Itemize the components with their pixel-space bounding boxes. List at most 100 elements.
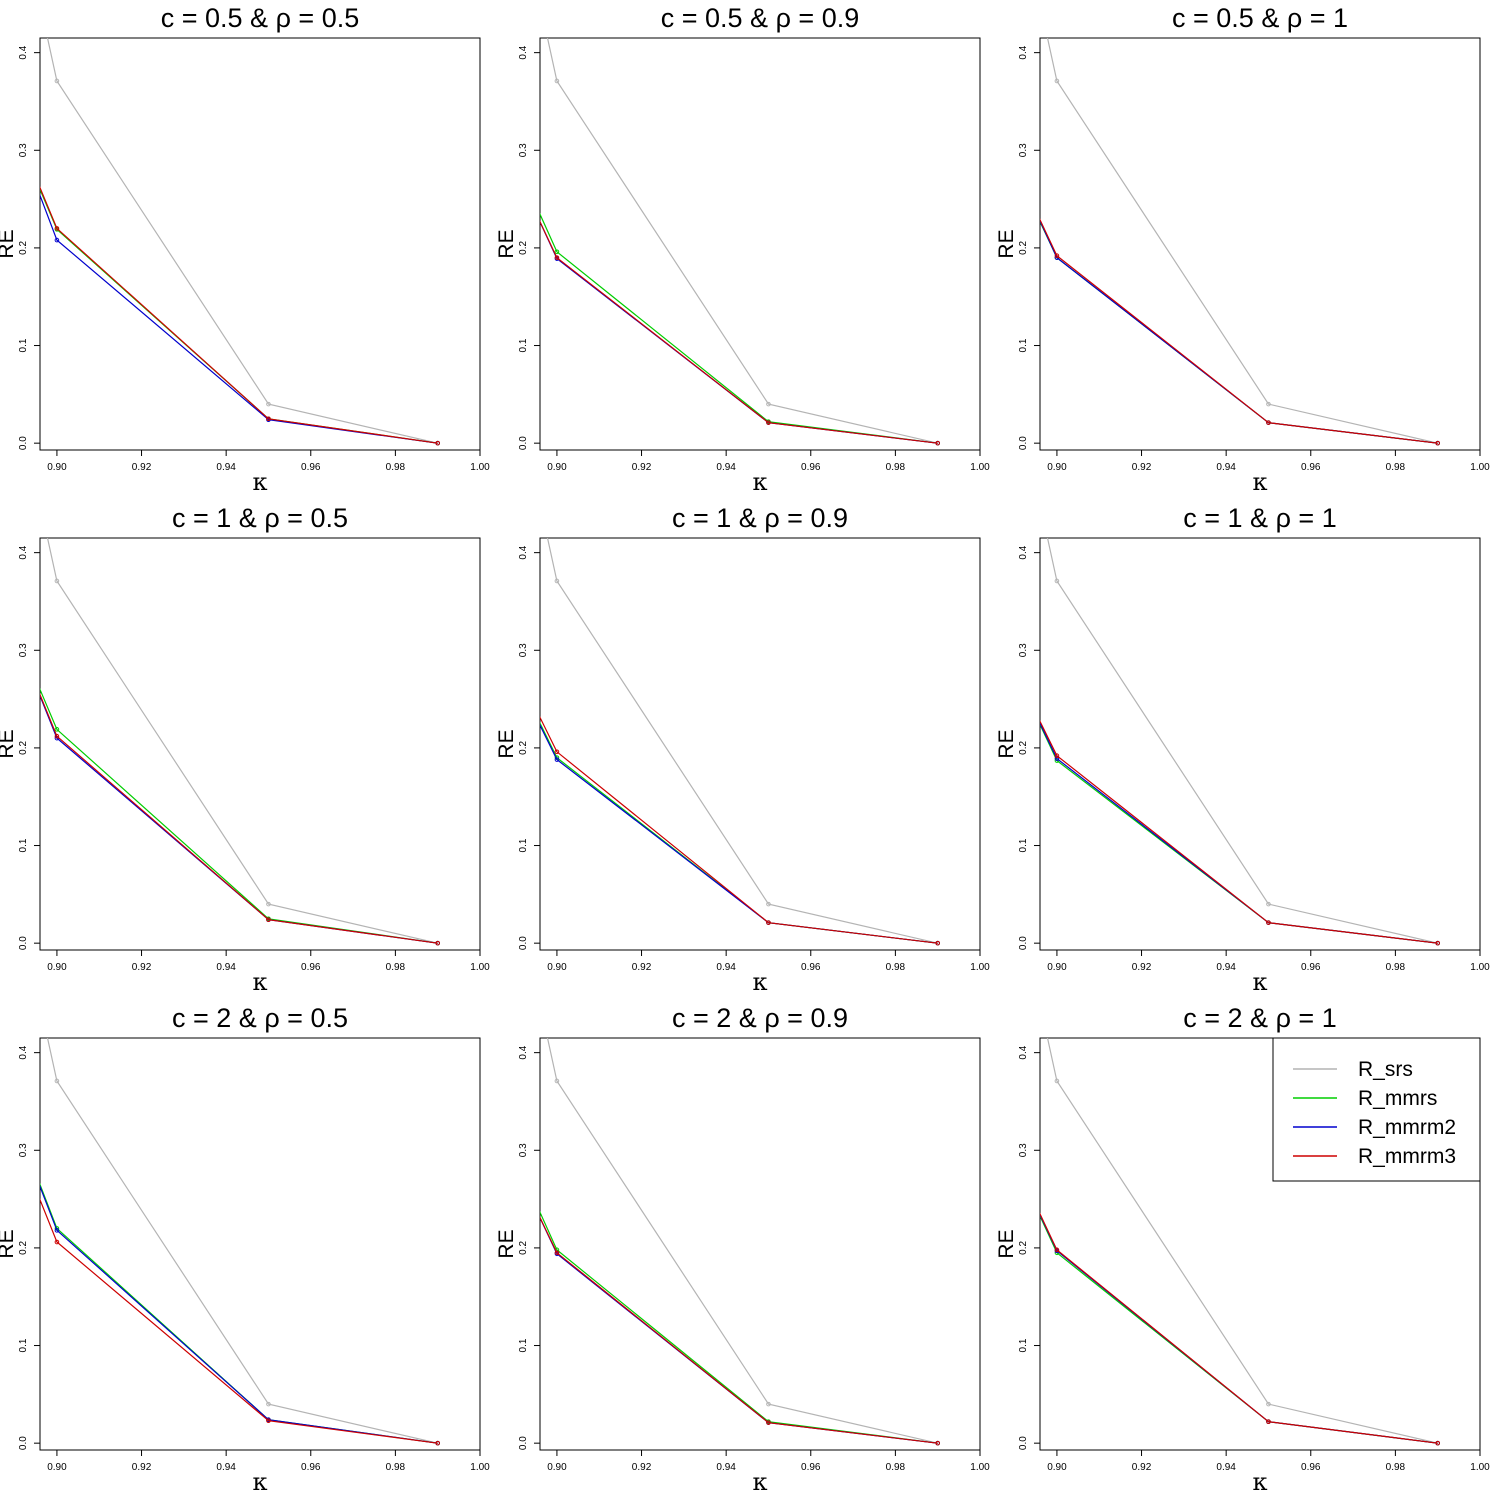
y-tick-label: 0.3 [18, 143, 29, 157]
data-point [34, 183, 38, 187]
data-point [1034, 1205, 1038, 1209]
x-tick-label: 0.96 [801, 962, 821, 973]
data-point [1034, 714, 1038, 718]
panel-4: c = 1 & ρ = 0.5 0.90 0.92 0.94 0.96 0.98 1.00 0… [0, 483, 490, 996]
series-line-r-srs [46, 38, 438, 444]
x-tick-label: 0.96 [1301, 1462, 1321, 1473]
plot-frame [1039, 537, 1481, 951]
data-point [266, 1418, 271, 1424]
data-point [534, 707, 538, 711]
data-point [34, 176, 38, 180]
data-point [534, 983, 538, 987]
data-point [766, 1401, 771, 1407]
data-point [1266, 401, 1271, 407]
y-axis-label: RE [495, 729, 518, 758]
y-tick-label: 0.2 [518, 741, 529, 755]
plot-frame [39, 537, 481, 951]
x-tick-label: 0.90 [547, 962, 567, 973]
series-line-r-srs [1046, 538, 1438, 944]
data-point [1266, 901, 1271, 907]
data-point [34, 683, 38, 687]
y-tick-label: 0.1 [518, 838, 529, 852]
y-tick-label: 0.2 [18, 1241, 29, 1255]
legend-label: R_mmrm3 [1358, 1145, 1456, 1168]
data-point [54, 727, 60, 732]
data-point [1034, 713, 1038, 717]
data-point [1034, 210, 1038, 214]
x-tick-label: 0.92 [132, 462, 152, 473]
y-tick-label: 0.1 [18, 338, 29, 352]
plot-frame [1039, 1037, 1481, 1451]
data-point [435, 940, 440, 946]
x-tick-label: 0.96 [301, 1462, 321, 1473]
x-axis-label: κ [1253, 968, 1268, 996]
y-tick-label: 0.0 [518, 436, 529, 450]
data-point [554, 757, 560, 762]
panel-title: c = 0.5 & ρ = 1 [1172, 3, 1348, 33]
data-point [1034, 983, 1038, 987]
x-tick-label: 1.00 [1470, 962, 1490, 973]
series-line-r-mmrm2 [540, 723, 938, 944]
y-tick-label: 0.3 [1018, 143, 1029, 157]
data-point [1266, 920, 1271, 925]
y-tick-label: 0.2 [518, 241, 529, 255]
data-point [935, 940, 940, 946]
y-axis-label: RE [995, 1229, 1018, 1258]
data-point [1054, 1078, 1060, 1084]
y-tick-label: 0.1 [518, 338, 529, 352]
data-point [1266, 1419, 1271, 1424]
plot-area [1034, 483, 1440, 946]
data-point [1034, 1203, 1038, 1207]
y-tick-label: 0.1 [518, 1338, 529, 1352]
x-tick-label: 0.94 [1216, 462, 1236, 473]
data-point [54, 578, 60, 584]
panel-title: c = 2 & ρ = 0.5 [172, 1003, 348, 1033]
plot-area [40, 1038, 440, 1446]
data-point [54, 78, 60, 84]
panel-2: c = 0.5 & ρ = 0.9 0.90 0.92 0.94 0.96 0.98 1.0… [495, 3, 990, 496]
data-point [554, 578, 560, 584]
series-line-r-mmrm2 [1040, 1213, 1438, 1444]
y-tick-label: 0.4 [1018, 45, 1029, 59]
plot-frame [39, 37, 481, 451]
data-point [1435, 440, 1440, 446]
y-tick-label: 0.3 [518, 1143, 529, 1157]
y-tick-label: 0.2 [1018, 241, 1029, 255]
series-line-r-mmrs [540, 1210, 938, 1444]
x-axis-label: κ [753, 1468, 768, 1496]
x-tick-label: 0.92 [632, 962, 652, 973]
series-line-r-mmrm2 [540, 1216, 938, 1444]
series-line-r-mmrm3 [540, 220, 938, 444]
data-point [766, 401, 771, 407]
y-tick-label: 0.1 [1018, 1338, 1029, 1352]
series-line-r-srs [1046, 38, 1438, 444]
y-tick-label: 0.0 [18, 436, 29, 450]
x-axis-label: κ [253, 1468, 268, 1496]
y-tick-label: 0.3 [18, 643, 29, 657]
data-point [1435, 940, 1440, 946]
y-tick-label: 0.2 [18, 741, 29, 755]
series-line-r-srs [546, 1038, 938, 1444]
y-tick-label: 0.4 [18, 1045, 29, 1059]
data-point [534, 715, 538, 719]
x-tick-label: 0.98 [886, 962, 906, 973]
data-point [1034, 483, 1038, 487]
plot-area [1034, 38, 1440, 446]
data-point [1054, 78, 1060, 84]
data-point [766, 1420, 771, 1425]
series-line-r-mmrm3 [40, 186, 438, 444]
panel-7: c = 2 & ρ = 0.5 0.90 0.92 0.94 0.96 0.98 1.00 0… [0, 1003, 490, 1496]
data-point [34, 684, 38, 688]
y-tick-label: 0.1 [18, 838, 29, 852]
data-point [554, 749, 560, 755]
panel-1: c = 0.5 & ρ = 0.5 0.90 0.92 0.94 0.96 0.98 1.0… [0, 3, 490, 496]
series-line-r-mmrm3 [40, 1198, 438, 1444]
data-point [34, 483, 38, 487]
y-tick-label: 0.0 [518, 1436, 529, 1450]
legend-box [1272, 1037, 1481, 1182]
data-point [1435, 1440, 1440, 1446]
x-tick-label: 0.90 [1047, 1462, 1067, 1473]
data-point [435, 1440, 440, 1446]
data-point [435, 440, 440, 446]
